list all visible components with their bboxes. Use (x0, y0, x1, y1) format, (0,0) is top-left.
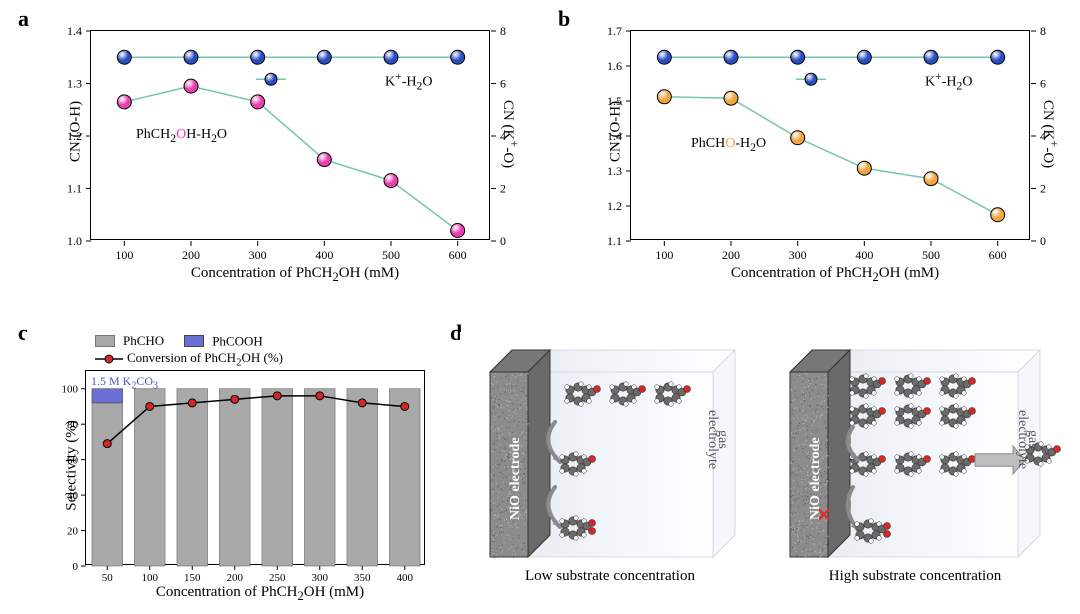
svg-text:100: 100 (62, 384, 79, 396)
svg-text:0: 0 (73, 561, 79, 573)
svg-text:400: 400 (397, 572, 414, 584)
legend-label-phcho: PhCHO (123, 333, 164, 348)
x-label-b: Concentration of PhCH2OH (mM) (690, 265, 980, 285)
svg-text:100: 100 (115, 248, 133, 262)
svg-text:500: 500 (382, 248, 400, 262)
svg-text:400: 400 (315, 248, 333, 262)
svg-text:100: 100 (142, 572, 159, 584)
svg-text:1.2: 1.2 (607, 199, 622, 213)
svg-text:100: 100 (655, 248, 673, 262)
chart-c: PhCHO PhCOOH Conversion of PhCH2OH (%) 0… (25, 332, 440, 612)
legend-swatch-phcooh (184, 335, 204, 347)
chart-b: 1.11.21.31.41.51.61.70246810020030040050… (570, 15, 1070, 295)
svg-text:200: 200 (722, 248, 740, 262)
electrode-label-left: NiO electrode (508, 400, 524, 520)
svg-text:150: 150 (184, 572, 201, 584)
legend-swatch-phcho (95, 335, 115, 347)
svg-text:1.0: 1.0 (67, 234, 82, 248)
chart-b-box: 1.11.21.31.41.51.61.70246810020030040050… (630, 30, 1030, 240)
legend-line-label: Conversion of PhCH2OH (%) (127, 350, 283, 365)
electrode-label-right: NiO electrode (808, 400, 824, 520)
svg-text:600: 600 (989, 248, 1007, 262)
chart-c-svg: 02040608010050100150200250300350400 (86, 371, 426, 566)
legend-b-series2: K+-H2O (925, 70, 972, 92)
legend-b-series1: PhCHO-H2O (691, 136, 766, 154)
svg-text:1.4: 1.4 (67, 24, 82, 38)
svg-text:350: 350 (354, 572, 371, 584)
chart-a-box: 1.01.11.21.31.402468100200300400500600 P… (90, 30, 490, 240)
svg-text:600: 600 (449, 248, 467, 262)
caption-low: Low substrate concentration (480, 568, 740, 585)
svg-text:300: 300 (789, 248, 807, 262)
panel-label-a: a (18, 6, 29, 32)
svg-text:200: 200 (182, 248, 200, 262)
svg-text:300: 300 (312, 572, 329, 584)
svg-text:250: 250 (269, 572, 286, 584)
svg-text:50: 50 (102, 572, 114, 584)
chart-c-legend: PhCHO PhCOOH Conversion of PhCH2OH (%) (95, 332, 415, 368)
svg-text:300: 300 (249, 248, 267, 262)
svg-text:500: 500 (922, 248, 940, 262)
legend-line-icon (95, 353, 123, 365)
chart-c-box: 02040608010050100150200250300350400 1.5 … (85, 370, 425, 565)
x-label-c: Concentration of PhCH2OH (mM) (110, 584, 410, 604)
svg-text:200: 200 (227, 572, 244, 584)
cross-icon: ✕ (816, 507, 832, 523)
svg-text:400: 400 (855, 248, 873, 262)
y2-label-b: CN (K+-O) (1039, 74, 1061, 194)
chart-c-note: 1.5 M K2CO3 (91, 374, 158, 391)
gas-label-left: gas (714, 430, 730, 490)
chart-a: 1.01.11.21.31.402468100200300400500600 P… (30, 15, 530, 295)
legend-label-phcooh: PhCOOH (212, 333, 263, 348)
svg-text:8: 8 (1040, 24, 1046, 38)
svg-text:1.7: 1.7 (607, 24, 622, 38)
y-label-c: Selectivity (%) (64, 401, 81, 531)
svg-text:1.1: 1.1 (607, 234, 622, 248)
y2-label-a: CN (K+-O) (499, 74, 521, 194)
y1-label-b: CN (O-H) (608, 72, 625, 192)
panel-d: NiO electrode electrolyte gas Low substr… (460, 332, 1070, 612)
legend-a-series1: PhCH2OH-H2O (136, 127, 227, 145)
svg-text:8: 8 (500, 24, 506, 38)
x-label-a: Concentration of PhCH2OH (mM) (150, 265, 440, 285)
svg-text:0: 0 (1040, 234, 1046, 248)
y1-label-a: CN (O-H) (68, 72, 85, 192)
svg-text:0: 0 (500, 234, 506, 248)
gas-label-right: gas (1024, 430, 1040, 490)
panel-label-b: b (558, 6, 570, 32)
legend-a-series2: K+-H2O (385, 70, 432, 92)
caption-high: High substrate concentration (780, 568, 1050, 585)
